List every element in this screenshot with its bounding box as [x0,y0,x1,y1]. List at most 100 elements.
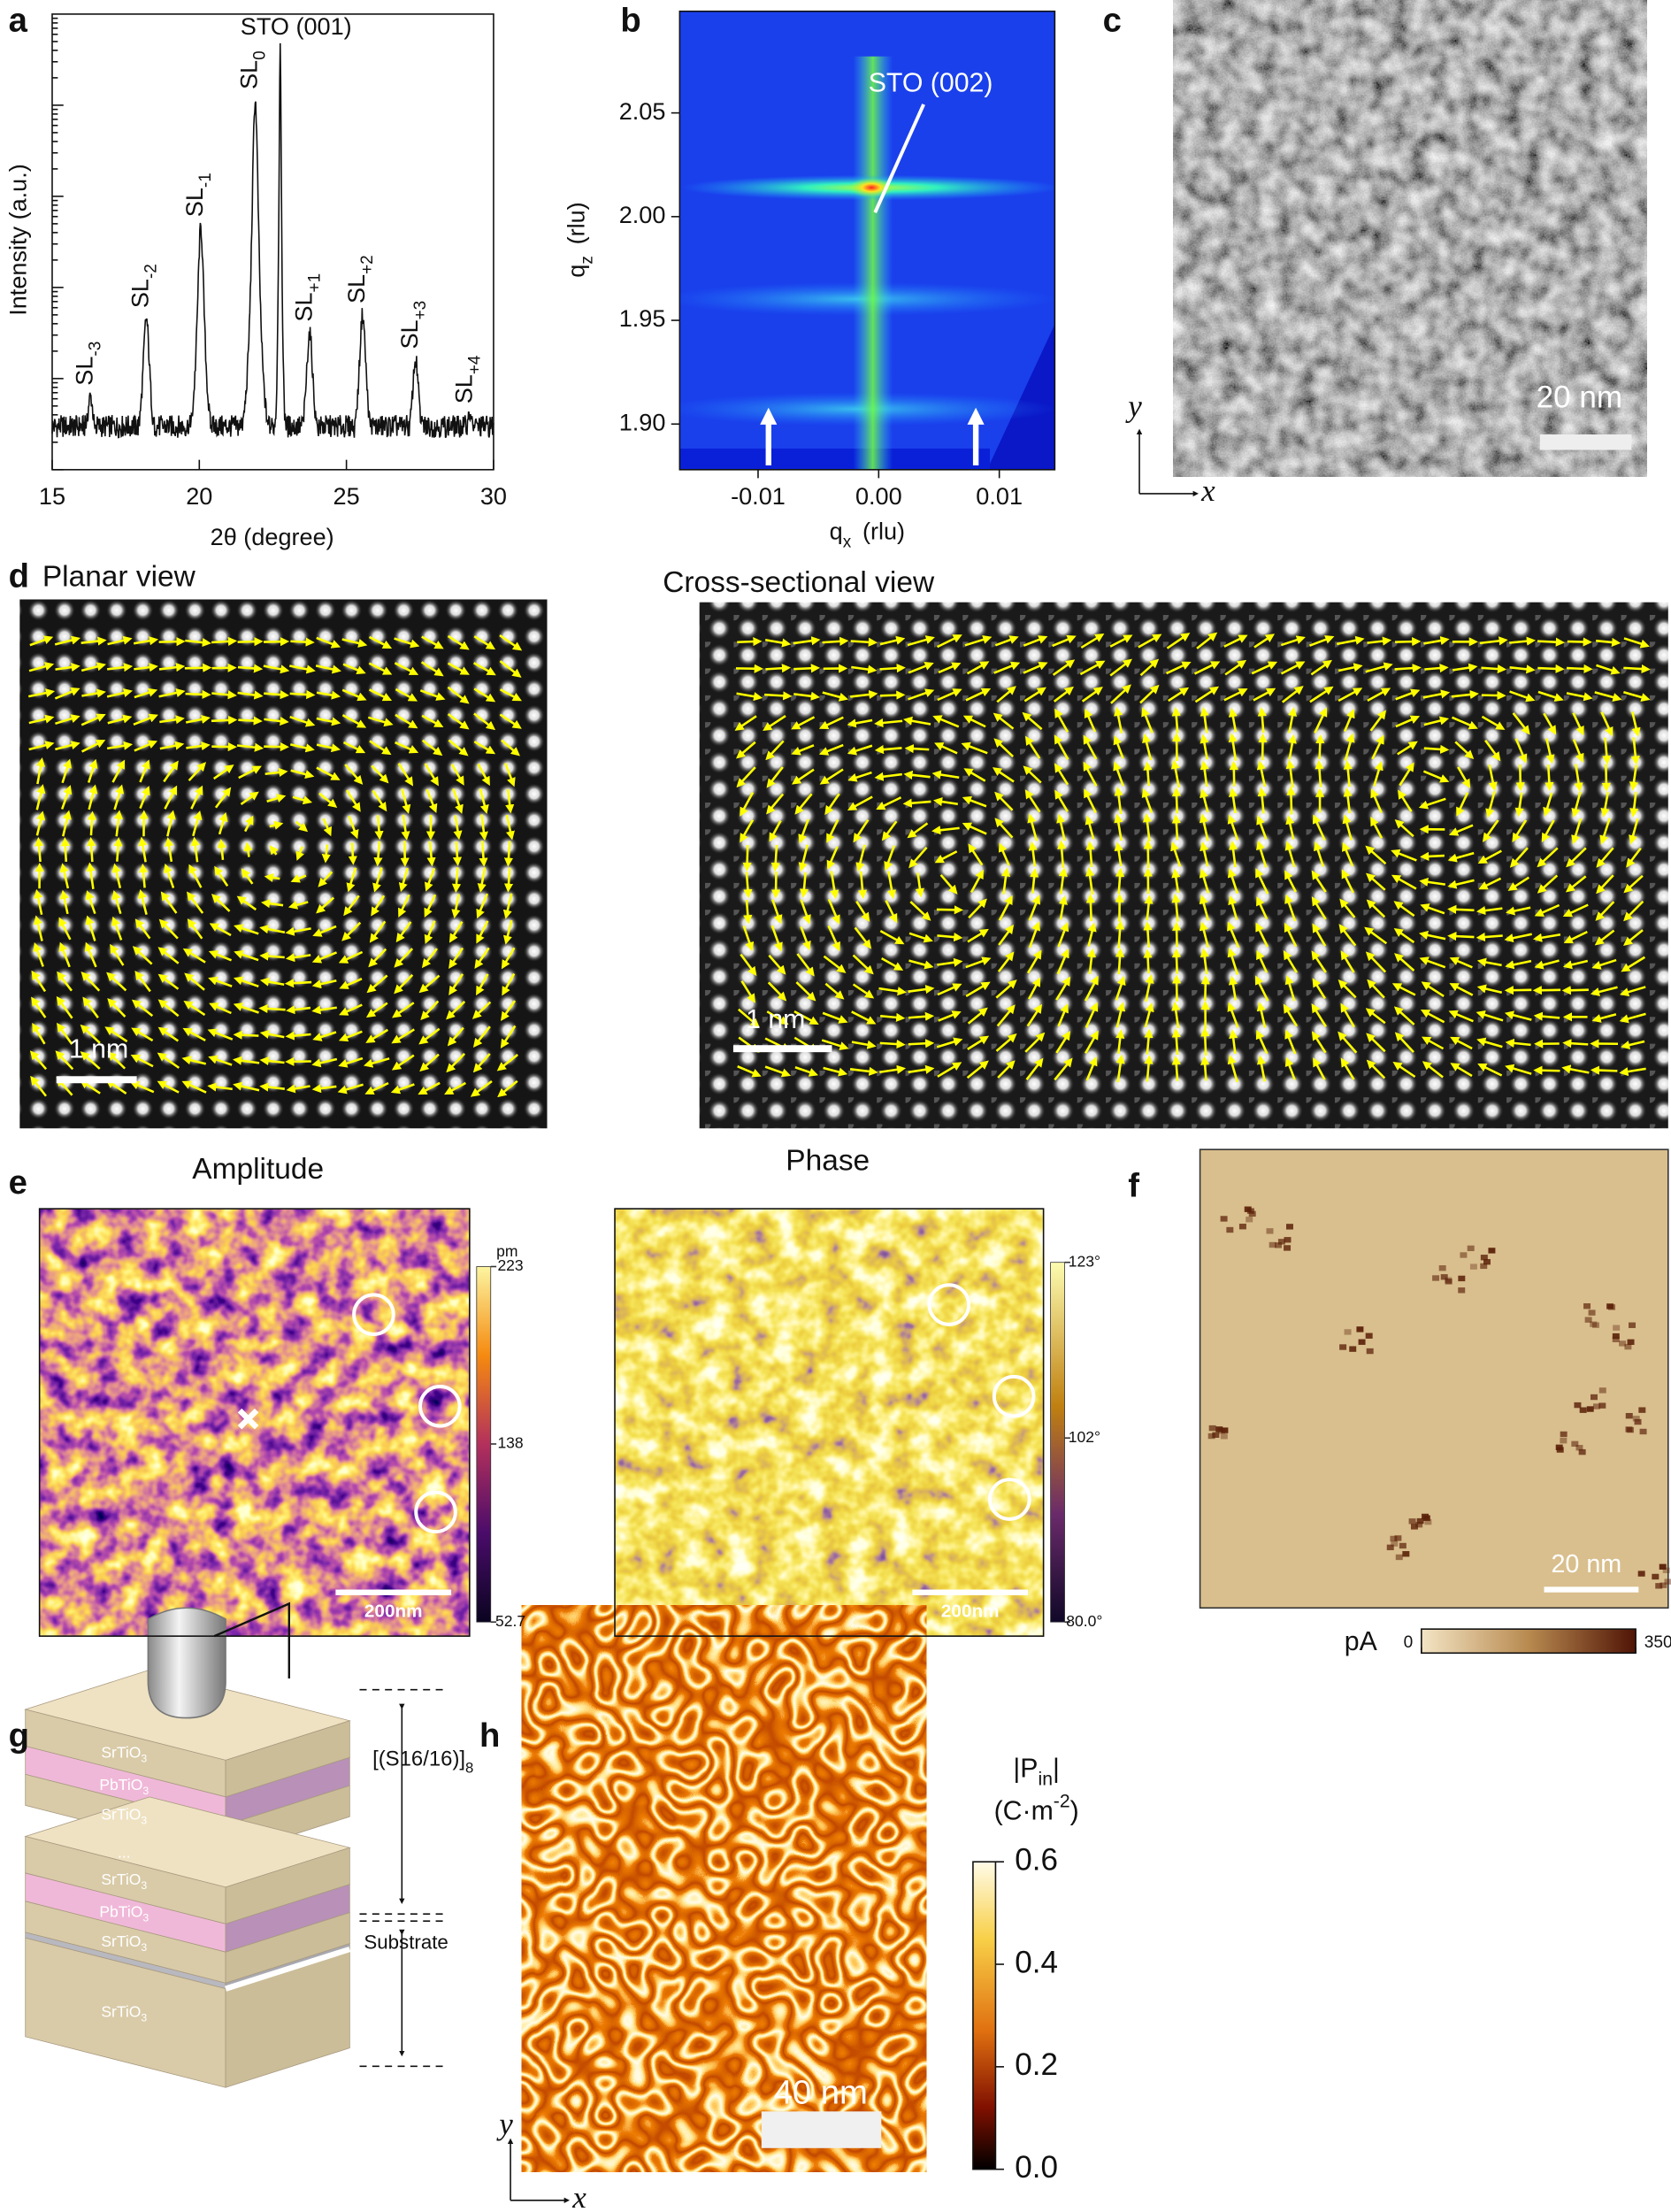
polarization-arrow [106,688,134,698]
polarization-arrow [736,766,756,788]
polarization-arrow [1481,664,1507,674]
polarization-arrow [998,895,1013,921]
polarization-arrow [31,996,47,1018]
polarization-arrow [1623,637,1650,649]
polarization-arrow [401,788,411,814]
polarization-arrow [87,758,98,783]
colorbar-label: 52.7 [495,1612,525,1630]
polarization-arrow [139,759,150,783]
polarization-arrow [1284,841,1296,868]
polarization-arrow [994,791,1014,811]
x-axis-label-part: x [843,533,852,551]
polarization-arrow [209,923,232,937]
peak-label: SL0 [235,50,269,89]
x-tick-label: 0.00 [855,482,902,510]
colorbar-title: |Pin| [1013,1755,1059,1790]
polarization-arrow [1367,979,1385,999]
polarization-arrow [1253,687,1276,702]
peak-label-part: -1 [196,173,215,188]
polarization-arrow [763,715,786,732]
polarization-arrow [1545,764,1554,792]
current-spot [1579,1407,1587,1413]
polarization-arrow [1629,764,1639,791]
polarization-arrow [934,850,958,864]
polarization-arrow [363,1057,390,1068]
layer-label-part: 3 [142,1785,149,1797]
polarization-arrow [768,954,786,975]
polarization-arrow [1255,922,1269,948]
panel-letter: h [479,1717,500,1755]
polarization-arrow [932,797,958,807]
polarization-arrow [113,810,124,837]
x-tick-label: -0.01 [731,482,786,510]
layer-label-part: SrTiO [101,1932,141,1950]
polarization-arrow [106,663,134,672]
peak-label: SL+3 [395,301,429,349]
polarization-arrow [211,690,237,700]
polarization-arrow [1373,761,1384,787]
polarization-arrow [470,1079,493,1097]
polarization-arrow [1166,661,1192,675]
current-spot [1583,1303,1591,1310]
polarization-arrow [847,744,873,756]
polarization-arrow [1311,1003,1327,1027]
polarization-arrow [1342,841,1354,867]
polarization-arrow [1141,707,1154,733]
polarization-arrow [1571,791,1582,818]
polarization-arrow [217,839,226,861]
x-tick-label: 30 [480,482,507,510]
polarization-arrow [477,763,490,787]
polarization-arrow [1110,684,1131,704]
polarization-arrow [1457,766,1471,789]
polarization-arrow [365,1028,389,1043]
current-spot [1632,1416,1640,1422]
polarization-arrow [233,1030,259,1040]
colorbar-label: 80.0° [1066,1612,1102,1630]
polarization-arrow [365,1002,388,1018]
polarization-arrow [264,872,280,882]
layer-label-part: 3 [142,1912,149,1924]
polarization-arrow [209,1002,232,1015]
polarization-arrow [55,741,80,751]
plot-frame [51,13,494,471]
polarization-arrow [424,867,436,892]
polarization-arrow [1311,950,1327,973]
polarization-arrow [1367,636,1392,646]
polarization-arrow [738,1008,760,1028]
polarization-arrow [1418,930,1446,941]
polarization-arrow [908,985,935,995]
polarization-arrow [1394,953,1415,972]
peak-label-part: SL [180,188,208,217]
polarization-arrow [1280,661,1306,675]
polarization-arrow [1144,1055,1154,1082]
polarization-arrow [1454,741,1475,759]
polarization-arrow [1572,739,1584,764]
polarization-arrow [765,664,792,673]
polarization-arrow [290,769,315,780]
polarization-arrow [395,921,412,943]
polarization-arrow [1223,634,1248,648]
polarization-arrow [1423,636,1450,646]
polarization-arrow [1079,660,1106,676]
polarization-arrow [822,691,849,702]
current-spot [1480,1255,1488,1261]
polarization-arrow [348,815,359,840]
polarization-arrow [473,687,496,703]
polarization-arrow [1590,986,1618,996]
polarization-arrow [1024,735,1041,759]
peak-label: SL-3 [71,342,104,386]
polarization-arrow [1309,634,1335,647]
polarization-arrow [800,926,811,951]
polarization-arrow [240,791,259,805]
polarization-arrow [1026,949,1042,974]
polarization-arrow [1086,948,1097,975]
polarization-arrow [448,947,464,969]
polarization-arrow [392,1002,415,1018]
polarization-arrow [1027,813,1039,841]
polarization-arrow [130,1054,154,1068]
layer-label-part: PbTiO [99,1902,142,1920]
polarization-arrow [736,692,763,702]
polarization-arrow [479,814,488,841]
polarization-arrow [1023,635,1048,647]
current-spot [1391,1540,1399,1547]
